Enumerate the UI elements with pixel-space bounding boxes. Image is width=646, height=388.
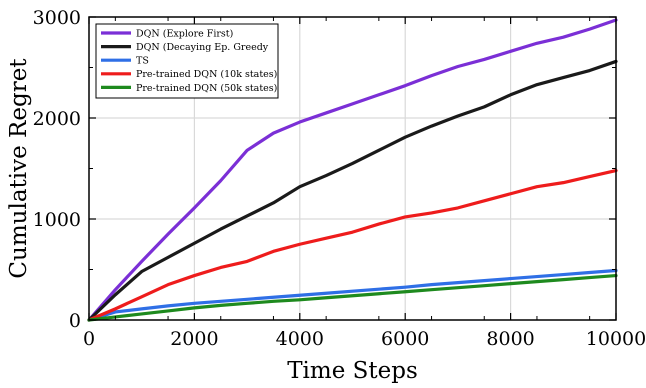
x-tick-label: 4000: [276, 328, 324, 350]
x-tick-label: 2000: [170, 328, 218, 350]
ticks: 0 2000 4000 6000 8000 10000 0 1000 2000 3000: [33, 7, 646, 350]
x-axis-label: Time Steps: [287, 358, 418, 384]
legend-label: Pre-trained DQN (50k states): [136, 83, 277, 94]
x-tick-label: 8000: [486, 328, 534, 350]
y-axis-label: Cumulative Regret: [6, 58, 32, 279]
legend-label: Pre-trained DQN (10k states): [136, 69, 277, 80]
legend-label: TS: [136, 56, 149, 67]
x-tick-label: 0: [83, 328, 95, 350]
series-line-1: [87, 18, 618, 322]
series-line-2: [87, 59, 618, 322]
series-line-3: [87, 268, 618, 322]
legend-label: DQN (Explore First): [136, 28, 233, 39]
legend: DQN (Explore First) DQN (Decaying Ep. Gre…: [95, 23, 279, 99]
series-line-5: [87, 273, 618, 322]
legend-label: DQN (Decaying Ep. Greedy: [136, 42, 269, 53]
y-tick-label: 0: [69, 310, 81, 332]
x-tick-label: 10000: [586, 328, 646, 350]
series-line-4: [87, 168, 618, 322]
y-tick-label: 1000: [33, 209, 81, 231]
y-tick-label: 3000: [33, 7, 81, 29]
series-layer: [87, 18, 618, 322]
x-tick-label: 6000: [381, 328, 429, 350]
y-tick-label: 2000: [33, 108, 81, 130]
